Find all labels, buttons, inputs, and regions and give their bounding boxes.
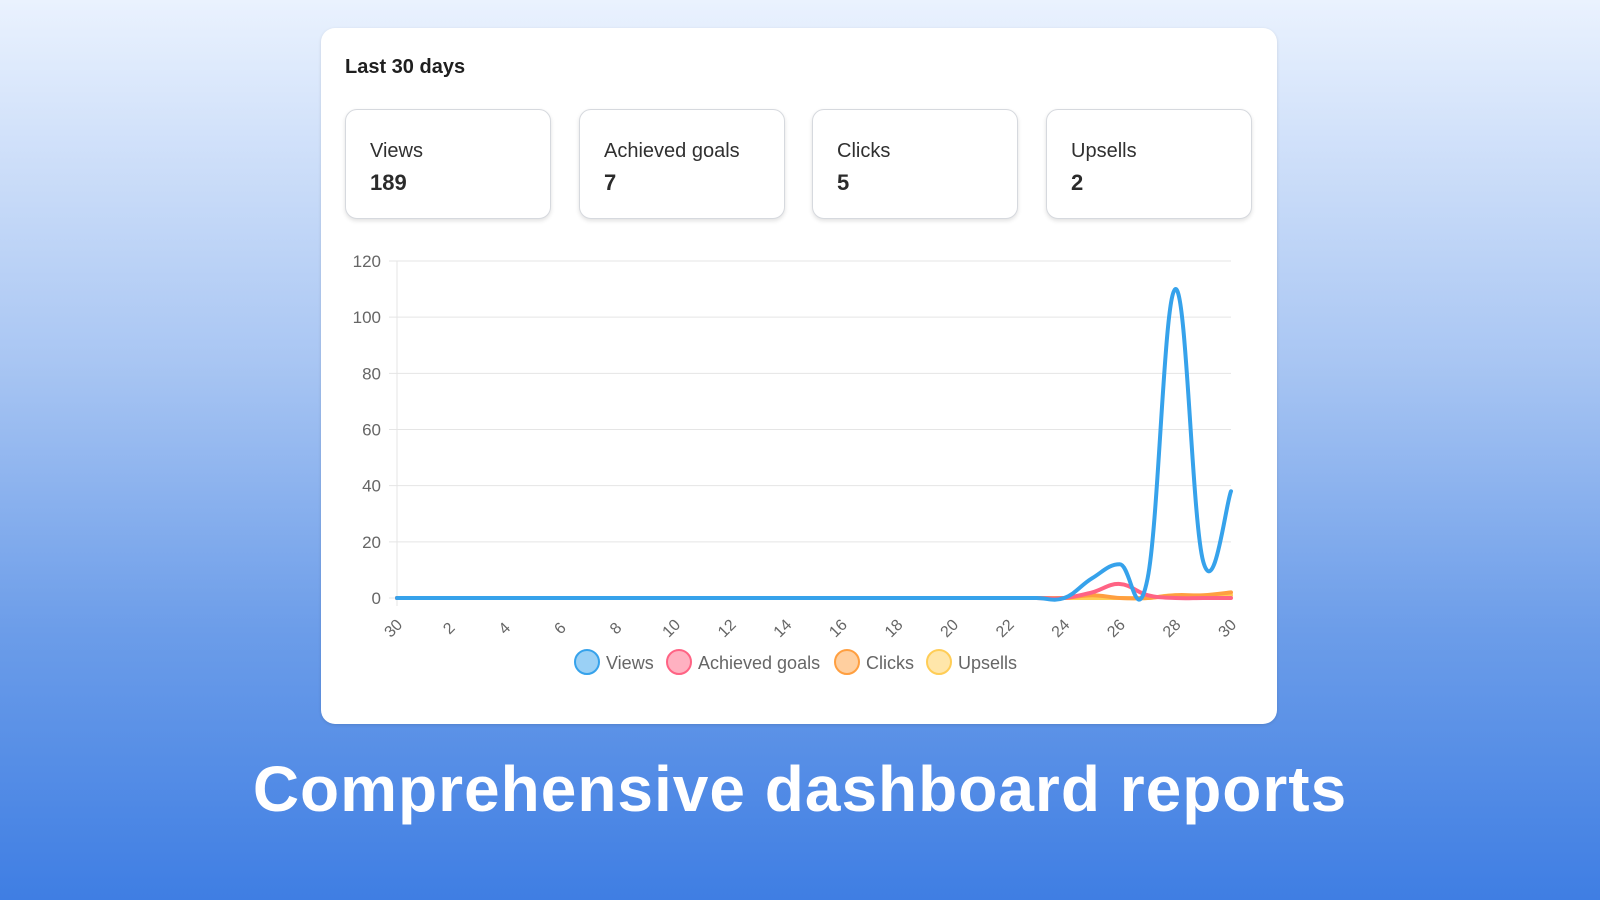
legend-marker-views — [574, 649, 600, 675]
legend-label-upsells: Upsells — [958, 653, 1017, 673]
legend-label-clicks: Clicks — [866, 653, 914, 673]
x-tick-label: 24 — [1049, 616, 1074, 641]
legend-label-achieved-goals: Achieved goals — [698, 653, 820, 673]
x-tick-label: 28 — [1160, 616, 1185, 641]
card-title: Last 30 days — [345, 56, 466, 78]
series-line-views — [395, 287, 1233, 602]
x-tick-label: 4 — [496, 620, 514, 638]
x-tick-label: 2 — [440, 620, 458, 638]
headline: Comprehensive dashboard reports — [252, 753, 1348, 825]
x-tick-label: 22 — [993, 616, 1018, 641]
stat-value: 5 — [837, 170, 850, 195]
stat-value: 189 — [370, 170, 407, 195]
stat-label: Achieved goals — [604, 140, 740, 162]
y-tick-label: 0 — [372, 589, 381, 608]
x-tick-label: 18 — [882, 616, 907, 641]
stat-label: Upsells — [1071, 140, 1137, 162]
legend-marker-upsells — [926, 649, 952, 675]
x-tick-label: 10 — [660, 616, 685, 641]
legend-marker-clicks — [834, 649, 860, 675]
y-tick-label: 80 — [362, 364, 381, 383]
x-tick-label: 30 — [1216, 616, 1241, 641]
x-tick-label: 6 — [551, 620, 569, 638]
x-tick-label: 30 — [382, 616, 407, 641]
stats-card: Last 30 days Views 189 Achieved goals 7 … — [321, 28, 1277, 724]
x-tick-label: 20 — [938, 616, 963, 641]
y-tick-label: 40 — [362, 477, 381, 496]
x-tick-label: 12 — [715, 616, 740, 641]
y-tick-label: 120 — [353, 252, 381, 271]
legend-label-views: Views — [606, 653, 654, 673]
y-tick-label: 100 — [353, 308, 381, 327]
stat-card-upsells: Upsells 2 — [1046, 109, 1252, 219]
x-tick-label: 14 — [771, 616, 796, 641]
y-tick-label: 20 — [362, 533, 381, 552]
x-tick-label: 26 — [1104, 616, 1129, 641]
legend-marker-achieved-goals — [666, 649, 692, 675]
x-tick-label: 16 — [826, 616, 851, 641]
stat-label: Clicks — [837, 140, 891, 162]
stat-label: Views — [370, 140, 423, 162]
stat-card-views: Views 189 — [345, 109, 551, 219]
stat-card-achieved-goals: Achieved goals 7 — [579, 109, 785, 219]
stat-value: 2 — [1071, 170, 1084, 195]
stat-card-clicks: Clicks 5 — [812, 109, 1018, 219]
y-tick-label: 60 — [362, 421, 381, 440]
x-tick-label: 8 — [607, 620, 625, 638]
stat-value: 7 — [604, 170, 617, 195]
